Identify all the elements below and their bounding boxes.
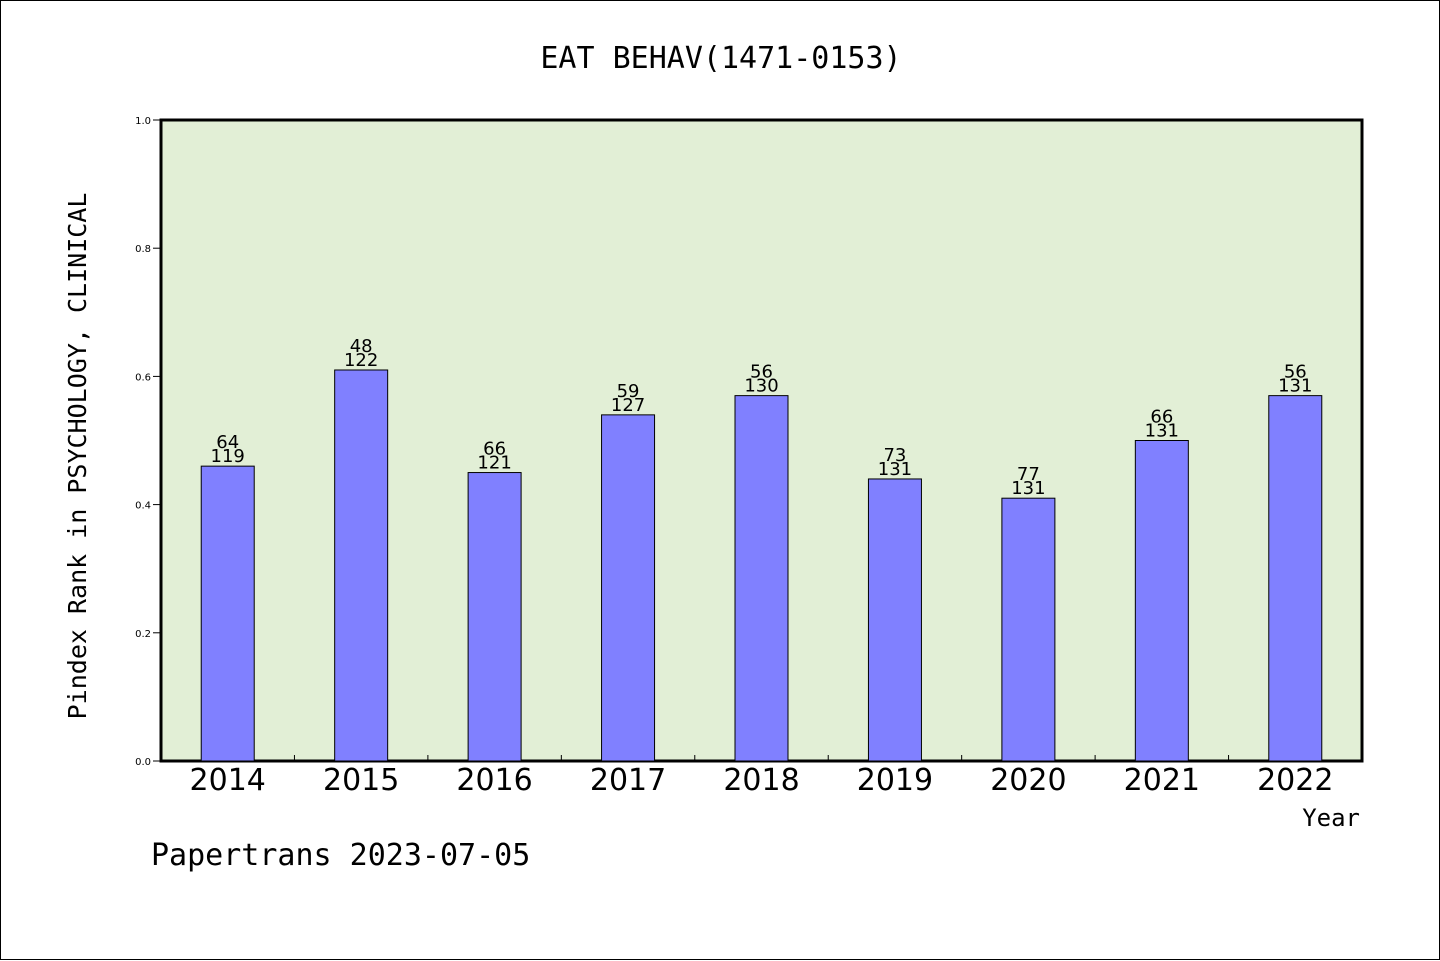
data-label-total: 122 xyxy=(344,350,378,371)
footer-credit: Papertrans 2023-07-05 xyxy=(151,838,530,873)
bar-2016 xyxy=(467,472,522,762)
data-label-rank: 56 xyxy=(750,362,773,383)
x-axis-label: Year xyxy=(1302,804,1360,832)
bar-2018 xyxy=(734,395,789,762)
chart-title: EAT BEHAV(1471-0153) xyxy=(540,41,901,76)
y-tick-label: 0.0 xyxy=(135,757,151,768)
bar-2022 xyxy=(1268,395,1323,762)
y-tick-label: 0.8 xyxy=(135,244,151,255)
x-tick-label: 2022 xyxy=(1257,763,1333,798)
y-axis-label: Pindex Rank in PSYCHOLOGY, CLINICAL xyxy=(63,193,92,720)
bar-2019 xyxy=(867,478,922,762)
data-label-rank: 56 xyxy=(1284,362,1307,383)
data-label-rank: 64 xyxy=(216,432,239,453)
data-label-total: 131 xyxy=(1011,478,1045,499)
data-label-total: 131 xyxy=(878,459,912,480)
bar-2014 xyxy=(200,465,255,762)
data-label-total: 131 xyxy=(1278,376,1312,397)
data-label-total: 130 xyxy=(744,376,778,397)
x-tick-label: 2020 xyxy=(990,763,1066,798)
data-label-rank: 59 xyxy=(617,381,640,402)
x-axis: 2014 2015 2016 2017 2018 2019 2020 2021 2022 xyxy=(190,755,1333,798)
y-tick-label: 0.4 xyxy=(135,501,151,512)
data-label-total: 131 xyxy=(1145,421,1179,442)
x-tick-label: 2021 xyxy=(1124,763,1200,798)
y-tick-label: 0.6 xyxy=(135,372,151,383)
x-tick-label: 2014 xyxy=(190,763,266,798)
data-label-total: 127 xyxy=(611,395,645,416)
y-tick-label: 1.0 xyxy=(135,116,151,127)
data-label-total: 121 xyxy=(477,453,511,474)
bar-2017 xyxy=(601,414,656,762)
bar-series xyxy=(200,369,1323,762)
x-tick-label: 2019 xyxy=(857,763,933,798)
data-label-total: 119 xyxy=(211,446,245,467)
x-tick-label: 2016 xyxy=(456,763,532,798)
x-tick-label: 2018 xyxy=(723,763,799,798)
bar-2015 xyxy=(334,369,389,762)
y-axis: 0.0 0.2 0.4 0.6 0.8 1.0 xyxy=(135,116,161,768)
data-label-rank: 66 xyxy=(483,439,506,460)
x-tick-label: 2015 xyxy=(323,763,399,798)
bar-2020 xyxy=(1001,497,1056,762)
data-label-rank: 73 xyxy=(883,445,906,466)
bar-2021 xyxy=(1134,440,1189,762)
data-label-rank: 77 xyxy=(1017,464,1040,485)
y-tick-label: 0.2 xyxy=(135,629,151,640)
data-label-rank: 66 xyxy=(1150,407,1173,428)
x-tick-label: 2017 xyxy=(590,763,666,798)
data-label-rank: 48 xyxy=(350,336,373,357)
